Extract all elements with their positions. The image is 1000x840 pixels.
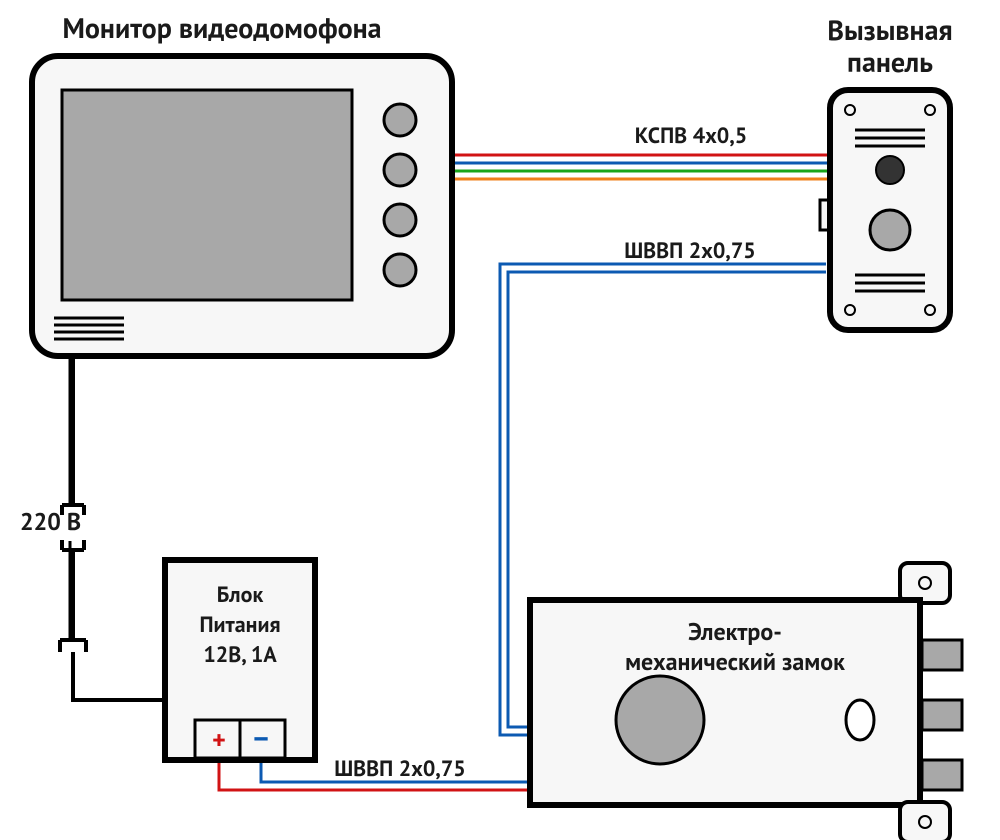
lock-pin bbox=[922, 640, 962, 670]
cable-label-shvvp-bot: ШВВП 2х0,75 bbox=[334, 755, 466, 783]
cable-label-shvvp-top: ШВВП 2х0,75 bbox=[624, 237, 756, 265]
lock-knob bbox=[616, 676, 704, 764]
lock-pin bbox=[922, 700, 962, 730]
psu-minus: − bbox=[253, 719, 269, 758]
lock-label-2: механический замок bbox=[625, 646, 845, 677]
psu-label-3: 12В, 1А bbox=[203, 641, 277, 669]
monitor-label: Монитор видеодомофона bbox=[62, 9, 381, 46]
call-panel-button bbox=[870, 210, 910, 250]
psu-plus: + bbox=[212, 724, 226, 757]
call-panel-camera bbox=[876, 156, 904, 184]
lock-bottom-plate bbox=[900, 802, 950, 840]
mains-label: 220 В bbox=[20, 506, 81, 537]
monitor-button bbox=[384, 204, 416, 236]
lock-keyhole bbox=[846, 700, 874, 740]
monitor-button bbox=[384, 154, 416, 186]
lock-pin bbox=[922, 760, 962, 790]
monitor-screen bbox=[62, 90, 352, 300]
monitor-button bbox=[384, 254, 416, 286]
monitor-button bbox=[384, 104, 416, 136]
cable-label-kspv: КСПВ 4х0,5 bbox=[635, 122, 748, 150]
psu-label-2: Питания bbox=[199, 611, 280, 639]
call-panel-label-2: панель bbox=[847, 43, 933, 80]
psu-label-1: Блок bbox=[217, 581, 264, 609]
lock-label-1: Электро- bbox=[688, 616, 782, 647]
